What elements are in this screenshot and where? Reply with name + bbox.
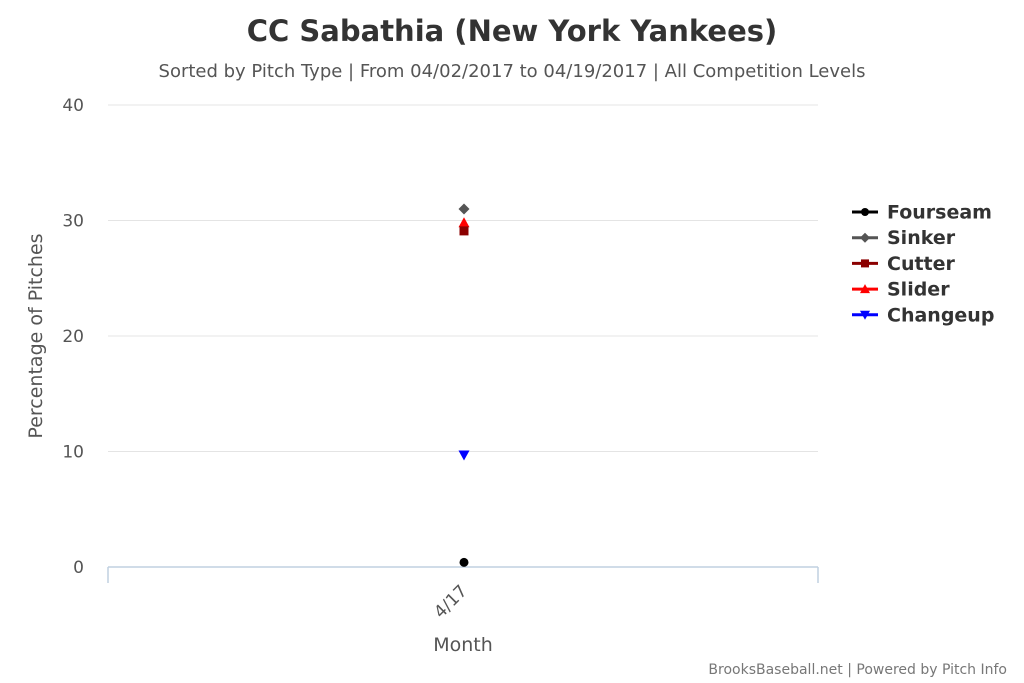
chart-subtitle: Sorted by Pitch Type | From 04/02/2017 t… xyxy=(159,61,866,82)
credits: BrooksBaseball.net | Powered by Pitch In… xyxy=(708,662,1007,678)
legend-marker-sinker xyxy=(860,232,870,243)
legend-item-cutter[interactable]: Cutter xyxy=(852,253,956,275)
y-axis-tick-labels: 0 10 20 30 40 xyxy=(62,96,84,578)
legend-item-slider[interactable]: Slider xyxy=(852,279,950,301)
grid-lines xyxy=(108,104,818,452)
y-tick-label-30: 30 xyxy=(62,212,84,232)
y-axis-title: Percentage of Pitches xyxy=(25,233,47,438)
legend-item-fourseam[interactable]: Fourseam xyxy=(852,202,992,224)
chart-title: CC Sabathia (New York Yankees) xyxy=(247,14,778,48)
data-point-fourseam xyxy=(459,557,469,567)
data-point-slider xyxy=(458,217,470,228)
legend-marker-slider xyxy=(860,284,870,294)
legend-label-sinker: Sinker xyxy=(887,227,956,249)
y-tick-label-40: 40 xyxy=(62,96,84,116)
x-axis-title: Month xyxy=(433,634,493,656)
y-tick-label-10: 10 xyxy=(62,443,84,463)
legend-label-fourseam: Fourseam xyxy=(887,202,992,224)
legend-item-changeup[interactable]: Changeup xyxy=(852,304,994,326)
legend: Fourseam Sinker Cutter Slider Changeup xyxy=(852,202,994,326)
legend-label-slider: Slider xyxy=(887,279,950,301)
y-tick-label-20: 20 xyxy=(62,327,84,347)
data-point-cutter xyxy=(459,226,469,236)
data-points xyxy=(458,203,470,567)
legend-marker-changeup xyxy=(860,310,870,320)
legend-marker-fourseam xyxy=(861,208,869,216)
data-point-changeup xyxy=(458,450,470,461)
legend-marker-cutter xyxy=(861,259,869,268)
x-tick-label: 4/17 xyxy=(430,581,471,622)
y-tick-label-0: 0 xyxy=(73,558,84,578)
data-point-sinker xyxy=(458,203,470,215)
x-axis-tick-labels: 4/17 xyxy=(430,581,471,622)
legend-label-cutter: Cutter xyxy=(887,253,956,275)
legend-label-changeup: Changeup xyxy=(887,304,994,326)
legend-item-sinker[interactable]: Sinker xyxy=(852,227,956,249)
